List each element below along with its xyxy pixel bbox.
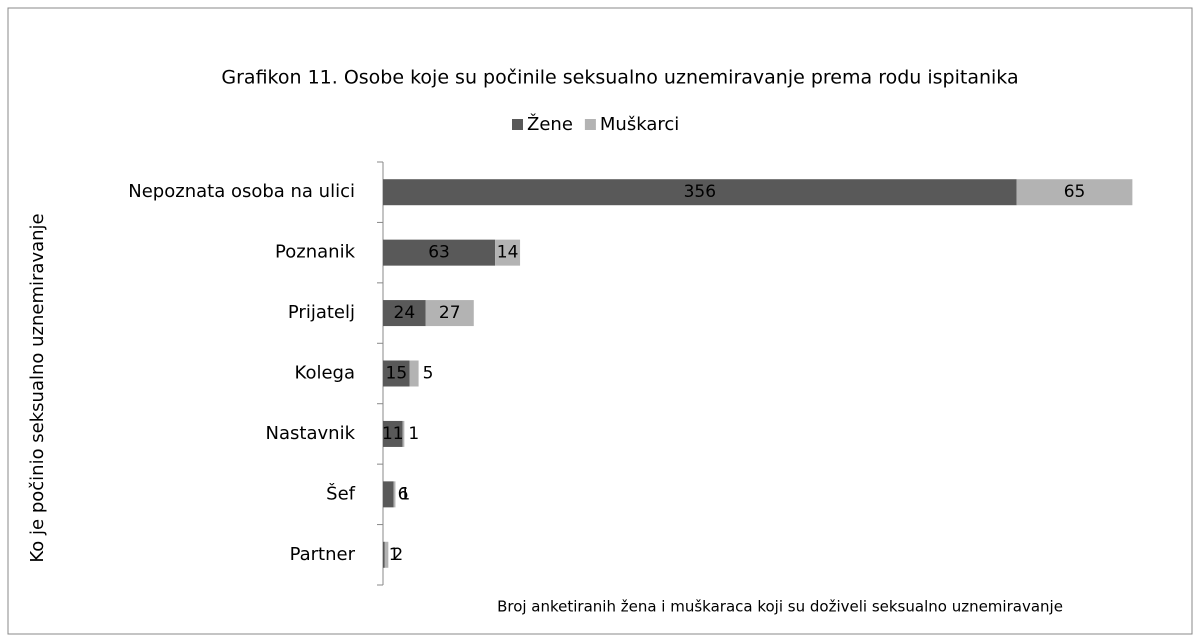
data-label: 6 xyxy=(398,484,409,504)
y-tick-label: Kolega xyxy=(295,363,355,384)
y-tick-label: Poznanik xyxy=(275,242,356,263)
data-label: 11 xyxy=(382,424,404,444)
data-label: 1 xyxy=(408,424,419,444)
data-label: 65 xyxy=(1064,182,1086,202)
bar xyxy=(393,481,396,508)
data-label: 14 xyxy=(497,243,519,263)
bar xyxy=(384,541,389,568)
bar xyxy=(383,481,394,508)
bar xyxy=(1016,179,1133,206)
data-label: 356 xyxy=(684,182,716,202)
legend-swatch xyxy=(512,119,523,130)
y-tick-label: Nepoznata osoba na ulici xyxy=(128,181,355,202)
bar xyxy=(425,300,474,327)
legend-label: Muškarci xyxy=(600,114,679,135)
data-label: 2 xyxy=(392,545,403,565)
bar xyxy=(495,239,521,266)
data-label: 63 xyxy=(428,243,450,263)
bar xyxy=(383,179,1017,206)
chart-title: Grafikon 11. Osobe koje su počinile seks… xyxy=(221,67,1018,89)
y-tick-label: Partner xyxy=(290,544,356,565)
data-label: 1 xyxy=(399,484,410,504)
y-tick-label: Prijatelj xyxy=(288,302,355,323)
data-label: 5 xyxy=(423,364,434,384)
data-label: 15 xyxy=(386,364,408,384)
legend-label: Žene xyxy=(527,113,573,135)
y-tick-label: Nastavnik xyxy=(266,423,356,444)
bar xyxy=(383,360,410,387)
y-axis-label: Ko je počinio seksualno uznemiravanje xyxy=(27,213,48,562)
data-label: 24 xyxy=(394,303,416,323)
data-label: 1 xyxy=(389,545,400,565)
bar xyxy=(383,420,403,447)
bar xyxy=(402,420,405,447)
legend-swatch xyxy=(584,119,596,130)
bar xyxy=(383,300,426,327)
bar xyxy=(383,239,496,266)
y-tick-label: Šef xyxy=(326,482,356,504)
bar xyxy=(383,541,385,568)
x-axis-label: Broj anketiranih žena i muškaraca koji s… xyxy=(497,598,1063,616)
bar xyxy=(409,360,419,387)
legend: Žene Muškarci xyxy=(512,113,679,135)
chart-frame xyxy=(7,7,1193,635)
data-label: 27 xyxy=(439,303,461,323)
